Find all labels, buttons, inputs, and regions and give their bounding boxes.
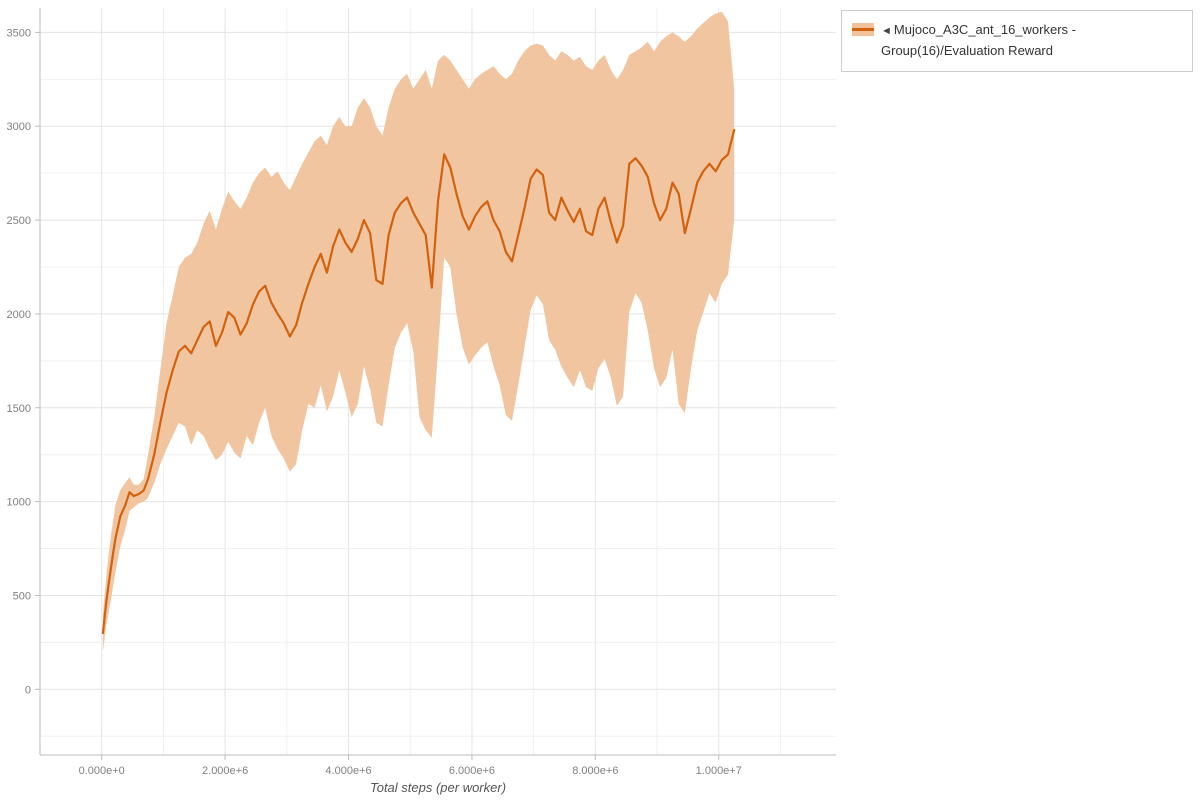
legend-collapse-icon[interactable]: ◄ (881, 25, 892, 37)
legend-swatch-line-icon (852, 28, 874, 31)
x-tick-label: 4.000e+6 (325, 765, 371, 777)
legend-swatch-icon (852, 23, 874, 36)
x-tick-label: 6.000e+6 (449, 765, 495, 777)
axes: 0 500 1000 1500 2000 2500 3000 3500 0.000e+0 2.00… (7, 8, 836, 777)
y-tick-label: 3500 (7, 27, 31, 39)
mean-reward-line (101, 128, 736, 635)
legend-entry: ◄ Mujoco_A3C_ant_16_workers - Group(16)/E… (881, 20, 1182, 62)
y-tick-label: 1500 (7, 403, 31, 415)
y-tick-label: 0 (25, 684, 31, 696)
x-tick-label: 0.000e+0 (79, 765, 125, 777)
y-tick-label: 500 (13, 590, 31, 602)
legend-label: Mujoco_A3C_ant_16_workers - Group(16)/Ev… (881, 22, 1076, 58)
y-tick-label: 1000 (7, 497, 31, 509)
y-tick-label: 2000 (7, 309, 31, 321)
legend: ◄ Mujoco_A3C_ant_16_workers - Group(16)/E… (841, 10, 1193, 72)
y-tick-label: 2500 (7, 215, 31, 227)
confidence-band (102, 11, 735, 652)
x-axis-title: Total steps (per worker) (369, 780, 507, 795)
x-tick-label: 1.000e+7 (696, 765, 742, 777)
x-tick-label: 8.000e+6 (572, 765, 618, 777)
y-tick-label: 3000 (7, 121, 31, 133)
x-tick-label: 2.000e+6 (202, 765, 248, 777)
